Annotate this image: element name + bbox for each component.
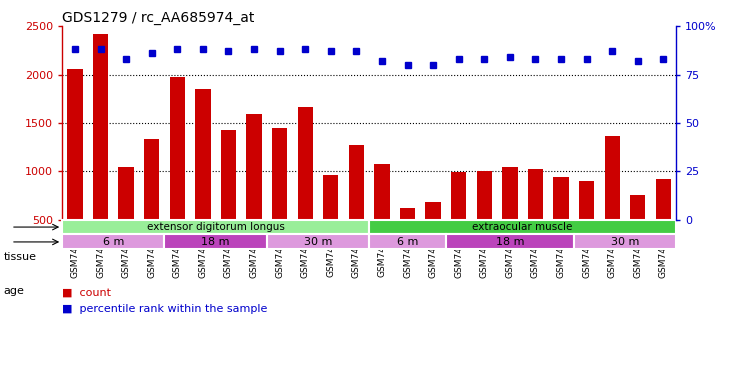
Bar xyxy=(221,130,236,268)
Bar xyxy=(528,170,543,268)
Bar xyxy=(195,89,211,268)
Bar xyxy=(477,171,492,268)
Bar xyxy=(369,220,676,234)
Text: extensor digitorum longus: extensor digitorum longus xyxy=(147,222,284,232)
Text: extraocular muscle: extraocular muscle xyxy=(472,222,573,232)
Bar xyxy=(144,140,159,268)
Bar xyxy=(656,179,671,268)
Bar xyxy=(425,202,441,268)
Bar xyxy=(67,69,83,268)
Bar xyxy=(553,177,569,268)
Text: 6 m: 6 m xyxy=(102,237,124,247)
Bar xyxy=(246,114,262,268)
Bar xyxy=(93,34,108,268)
Bar xyxy=(502,167,518,268)
Bar xyxy=(323,175,338,268)
Text: 30 m: 30 m xyxy=(304,237,332,247)
Bar xyxy=(446,234,574,249)
Text: ■  percentile rank within the sample: ■ percentile rank within the sample xyxy=(62,304,268,314)
Bar xyxy=(349,145,364,268)
Bar xyxy=(164,234,267,249)
Bar xyxy=(574,234,676,249)
Text: 30 m: 30 m xyxy=(611,237,639,247)
Text: 6 m: 6 m xyxy=(397,237,418,247)
Bar xyxy=(62,220,369,234)
Bar xyxy=(170,76,185,268)
Text: ■  count: ■ count xyxy=(62,288,111,297)
Bar xyxy=(298,108,313,268)
Bar xyxy=(579,181,594,268)
Bar xyxy=(272,128,287,268)
Bar xyxy=(400,207,415,268)
Bar xyxy=(118,167,134,268)
Bar xyxy=(374,164,390,268)
Text: age: age xyxy=(4,286,25,296)
Text: tissue: tissue xyxy=(4,252,37,262)
Text: 18 m: 18 m xyxy=(496,237,524,247)
Bar xyxy=(267,234,369,249)
Bar xyxy=(605,136,620,268)
Text: 18 m: 18 m xyxy=(202,237,230,247)
Bar xyxy=(451,172,466,268)
Bar xyxy=(630,195,645,268)
Bar xyxy=(62,234,164,249)
Bar xyxy=(369,234,446,249)
Text: GDS1279 / rc_AA685974_at: GDS1279 / rc_AA685974_at xyxy=(62,11,254,25)
